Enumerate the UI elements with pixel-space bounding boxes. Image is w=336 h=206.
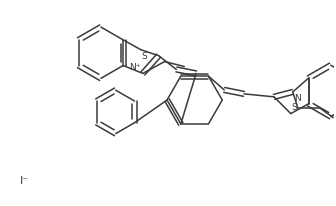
Text: N: N [294,94,300,103]
Text: S: S [142,52,148,61]
Text: I⁻: I⁻ [20,176,29,186]
Text: N⁺: N⁺ [129,63,141,73]
Text: S: S [292,103,298,112]
